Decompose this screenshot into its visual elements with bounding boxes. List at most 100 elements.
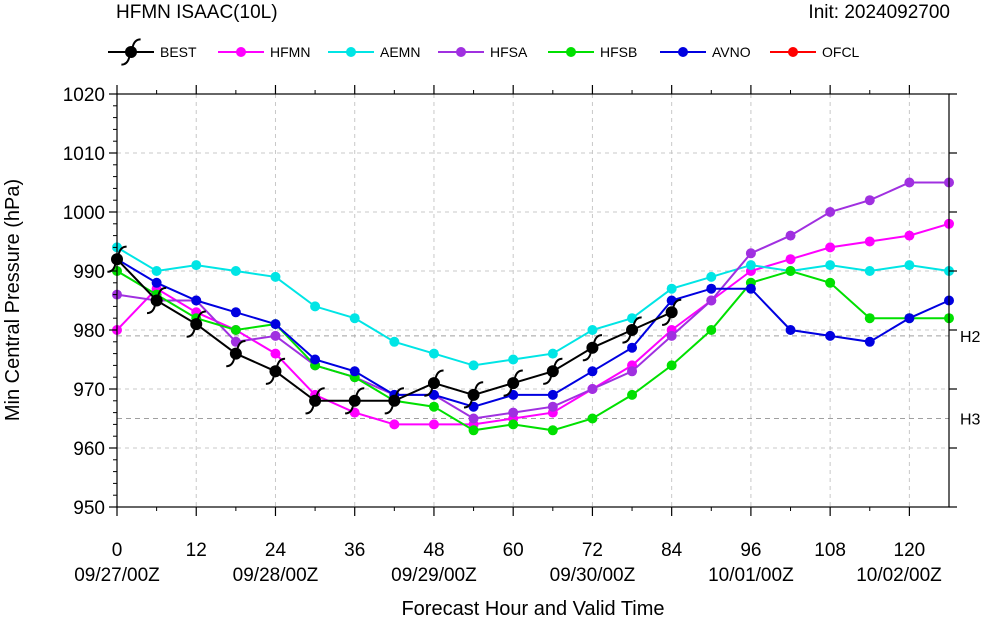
- hurricane-arms: [107, 245, 127, 273]
- hurricane-marker: [265, 357, 286, 385]
- data-point: [547, 401, 558, 412]
- x-tick-label: 96: [740, 540, 761, 561]
- data-point: [706, 295, 717, 306]
- data-point: [508, 419, 519, 430]
- x-tick-label: 120: [894, 540, 926, 561]
- data-point: [468, 413, 479, 424]
- hurricane-marker: [226, 340, 246, 368]
- data-point: [825, 277, 836, 288]
- data-point: [706, 325, 717, 335]
- data-point: [191, 260, 202, 271]
- hurricane-arms: [226, 340, 246, 368]
- date-label: 09/28/00Z: [233, 565, 319, 586]
- reference-label: H2: [960, 329, 981, 346]
- data-point: [428, 419, 439, 430]
- init-time: Init: 2024092700: [808, 2, 950, 23]
- reference-label: H3: [960, 412, 981, 429]
- data-point: [864, 336, 875, 347]
- hurricane-arms: [543, 357, 563, 385]
- legend-swatch-marker: [566, 47, 576, 57]
- hurricane-eye: [229, 347, 242, 360]
- data-point: [547, 348, 558, 359]
- data-point: [627, 342, 638, 353]
- data-point: [151, 277, 162, 288]
- series-line: [116, 246, 950, 367]
- hurricane-eye: [467, 388, 480, 401]
- legend-label: AEMN: [380, 44, 420, 60]
- hurricane-eye: [125, 46, 137, 58]
- legend: BEST HFMN AEMN HFSA HFSB AVNO OFCL: [108, 38, 860, 66]
- data-point: [745, 283, 756, 294]
- date-label: 09/27/00Z: [74, 565, 160, 586]
- y-tick-label: 960: [73, 439, 105, 460]
- data-point: [864, 266, 875, 276]
- data-point: [389, 336, 400, 347]
- data-point: [706, 283, 717, 294]
- series-line: [116, 258, 950, 408]
- data-point: [230, 266, 241, 276]
- data-point: [745, 248, 756, 259]
- hurricane-eye: [626, 324, 639, 336]
- hurricane-eye: [388, 394, 401, 407]
- series-best: [107, 245, 682, 415]
- data-point: [904, 260, 915, 271]
- hurricane-marker: [543, 357, 563, 385]
- data-point: [666, 283, 677, 294]
- hurricane-eye: [665, 306, 678, 319]
- data-point: [349, 366, 360, 377]
- hurricane-arms: [146, 286, 167, 315]
- data-point: [785, 254, 796, 265]
- x-axis-label: Forecast Hour and Valid Time: [401, 598, 664, 618]
- y-tick-label: 1000: [63, 203, 105, 224]
- y-tick-label: 990: [73, 262, 105, 283]
- y-tick-label: 970: [73, 380, 105, 401]
- x-tick-label: 84: [661, 540, 683, 561]
- data-point: [587, 325, 598, 335]
- data-point: [587, 413, 598, 424]
- data-point: [508, 407, 519, 418]
- data-point: [904, 313, 915, 324]
- legend-swatch-marker: [346, 47, 356, 57]
- legend-item-best: BEST: [108, 38, 197, 66]
- date-label: 10/01/00Z: [708, 565, 794, 586]
- hurricane-marker: [582, 334, 603, 362]
- data-point: [825, 242, 836, 253]
- hurricane-eye: [507, 377, 520, 390]
- data-point: [864, 195, 875, 206]
- x-tick-label: 24: [265, 540, 287, 561]
- data-point: [785, 325, 796, 335]
- legend-label: HFSA: [490, 44, 528, 60]
- legend-swatch-marker: [678, 47, 688, 57]
- hurricane-arms: [384, 387, 404, 415]
- data-point: [904, 177, 915, 188]
- y-tick-label: 1020: [63, 85, 105, 106]
- hurricane-eye: [190, 318, 203, 331]
- hurricane-eye: [309, 394, 322, 407]
- legend-label: OFCL: [822, 44, 860, 60]
- hurricane-eye: [348, 394, 361, 407]
- hurricane-marker: [345, 387, 365, 415]
- data-point: [428, 348, 439, 359]
- data-point: [904, 230, 915, 241]
- data-point: [825, 260, 836, 271]
- hurricane-eye: [546, 365, 559, 378]
- series-line: [116, 222, 950, 426]
- data-point: [666, 330, 677, 341]
- plot-frame: [116, 93, 950, 508]
- legend-label: HFMN: [270, 44, 310, 60]
- data-point: [587, 384, 598, 394]
- hurricane-arms: [265, 357, 286, 385]
- data-point: [310, 354, 321, 365]
- legend-swatch-marker: [788, 47, 798, 57]
- legend-item-hfsa: HFSA: [438, 44, 528, 60]
- hurricane-arms: [622, 316, 642, 344]
- data-point: [230, 325, 241, 335]
- legend-label: HFSB: [600, 44, 637, 60]
- hurricane-marker: [503, 369, 523, 397]
- legend-swatch-marker: [456, 47, 466, 57]
- data-point: [864, 313, 875, 324]
- data-point: [785, 266, 796, 276]
- hurricane-marker: [463, 381, 484, 409]
- x-tick-label: 60: [503, 540, 524, 561]
